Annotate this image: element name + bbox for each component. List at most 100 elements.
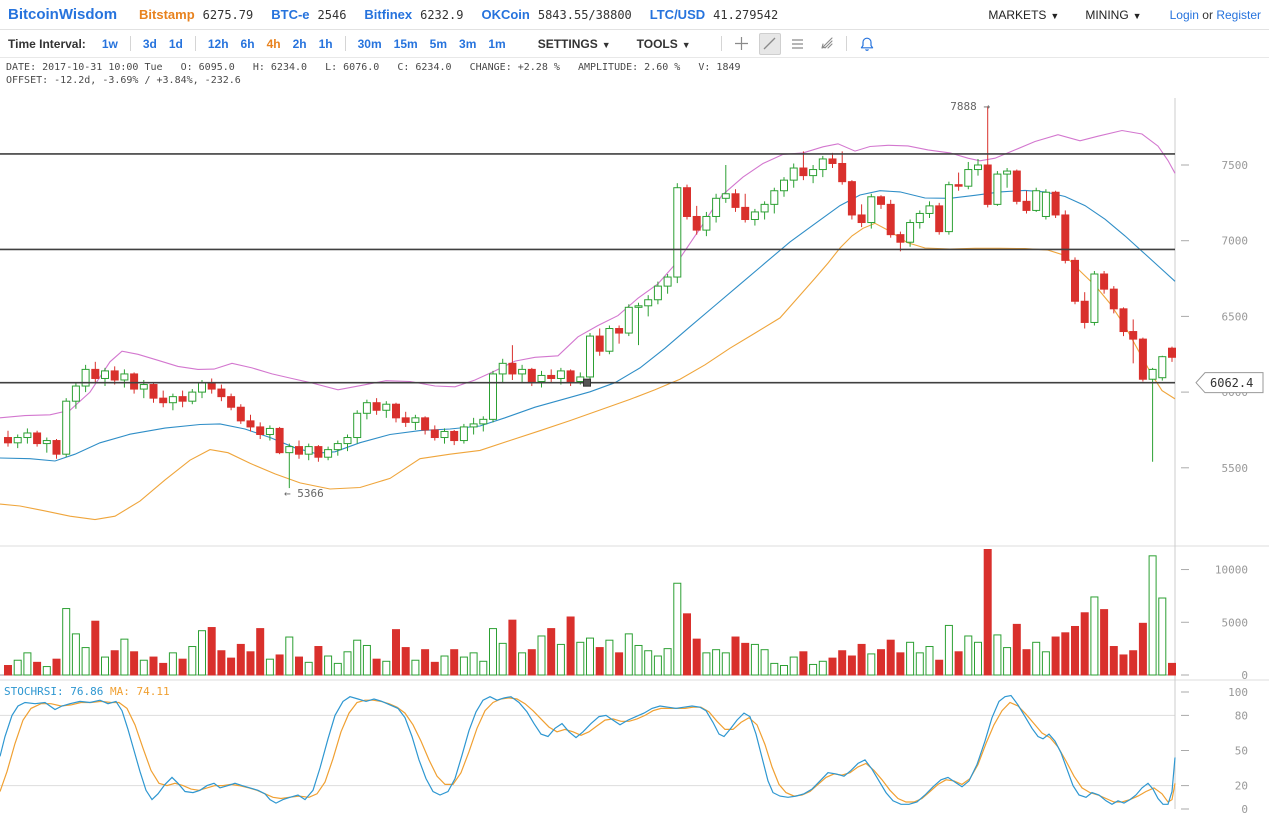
- interval-1h[interactable]: 1h: [318, 36, 333, 51]
- interval-12h[interactable]: 12h: [207, 36, 229, 51]
- volume-bar: [285, 636, 294, 676]
- volume-bar: [915, 652, 924, 676]
- volume-bar: [1090, 596, 1099, 676]
- candle-body: [1071, 259, 1079, 302]
- chart-canvas[interactable]: 7500700065006000550010000500001008050200…: [0, 88, 1269, 818]
- hline-drag-handle[interactable]: [583, 378, 591, 387]
- candle-body: [566, 370, 575, 383]
- volume-bar: [576, 641, 585, 676]
- settings-menu[interactable]: SETTINGS ▼: [537, 36, 611, 51]
- candle-body: [731, 193, 740, 208]
- axis-tick-label: 5000: [1222, 616, 1249, 629]
- candle-body: [721, 193, 730, 199]
- candle-body: [139, 384, 148, 390]
- grid-lines: [0, 98, 1269, 809]
- candle-body: [702, 215, 711, 231]
- candle-body: [353, 412, 362, 439]
- volume-bar: [993, 634, 1002, 676]
- ticker-ltcusd-link[interactable]: LTC/USD: [649, 7, 706, 22]
- interval-1w[interactable]: 1w: [101, 36, 118, 51]
- volume-bar: [925, 646, 934, 676]
- volume-bar: [23, 652, 32, 676]
- candle-body: [867, 196, 876, 224]
- drawn-horizontal-lines[interactable]: 6062.4: [0, 153, 1264, 394]
- ticker-okcoin-link[interactable]: OKCoin: [481, 7, 530, 22]
- ticker-bitstamp-link[interactable]: Bitstamp: [139, 7, 195, 22]
- candle-body: [818, 158, 827, 171]
- interval-3d[interactable]: 3d: [142, 36, 157, 51]
- login-link[interactable]: Login: [1169, 7, 1199, 22]
- candle-body: [450, 430, 459, 442]
- candle-body: [983, 164, 992, 205]
- candle-body: [1003, 170, 1012, 175]
- stochrsi-indicator: [0, 694, 1176, 805]
- ticker-bitfinex-link[interactable]: Bitfinex: [364, 7, 413, 22]
- divider: [720, 36, 722, 51]
- tools-menu[interactable]: TOOLS ▼: [636, 36, 691, 51]
- volume-bar: [440, 655, 449, 676]
- volume-bar: [741, 642, 750, 676]
- interval-3m[interactable]: 3m: [459, 36, 477, 51]
- volume-bar: [110, 650, 119, 676]
- volume-bar: [295, 656, 303, 676]
- axis-tick-label: 50: [1235, 745, 1248, 758]
- horizontal-line-tool-icon[interactable]: [787, 33, 809, 55]
- candle-body: [430, 429, 439, 439]
- interval-2h[interactable]: 2h: [292, 36, 307, 51]
- ticker-btce-link[interactable]: BTC-e: [271, 7, 310, 22]
- candle-body: [974, 164, 982, 171]
- candle-body: [1148, 368, 1157, 380]
- volume-bar: [392, 629, 400, 676]
- arrow-tool-icon[interactable]: [815, 33, 837, 55]
- volume-bar: [556, 643, 565, 676]
- volume-bar: [847, 655, 856, 676]
- axis-tick-label: 7500: [1222, 159, 1249, 172]
- candle-body: [265, 427, 274, 435]
- candle-body: [586, 335, 594, 378]
- interval-5m[interactable]: 5m: [429, 36, 448, 51]
- candle-body: [207, 382, 216, 390]
- markets-menu[interactable]: MARKETS ▼: [988, 7, 1060, 22]
- interval-15m[interactable]: 15m: [393, 36, 418, 51]
- candle-body: [401, 417, 410, 423]
- candle-body: [295, 446, 303, 455]
- volume-bar: [634, 644, 643, 676]
- interval-4h[interactable]: 4h: [266, 36, 281, 51]
- candle-body: [314, 446, 323, 458]
- volume-bar: [1012, 623, 1021, 676]
- candle-body: [789, 167, 798, 181]
- candle-body: [1168, 347, 1176, 358]
- volume-bar: [547, 628, 556, 676]
- mining-menu[interactable]: MINING ▼: [1085, 7, 1142, 22]
- candle-body: [440, 430, 449, 439]
- price-annotation: 7888 →: [950, 100, 990, 113]
- candle-body: [91, 368, 100, 379]
- candle-body: [246, 420, 255, 428]
- candle-body: [1129, 331, 1138, 340]
- ticker-bitfinex-price: 6232.9: [420, 8, 464, 22]
- volume-bar: [799, 651, 808, 676]
- caret-down-icon: ▼: [1132, 10, 1142, 21]
- site-logo[interactable]: BitcoinWisdom: [8, 6, 118, 23]
- crosshair-tool-icon[interactable]: [731, 33, 753, 55]
- interval-1m[interactable]: 1m: [488, 36, 506, 51]
- divider: [344, 36, 346, 51]
- candle-body: [915, 212, 924, 224]
- volume-bar: [101, 656, 109, 676]
- interval-1d[interactable]: 1d: [168, 36, 183, 51]
- candle-body: [459, 426, 468, 442]
- candle-body: [896, 234, 905, 243]
- register-link[interactable]: Register: [1216, 7, 1261, 22]
- candle-body: [275, 427, 284, 454]
- volume-bar: [974, 641, 982, 676]
- volume-bar: [33, 661, 42, 676]
- interval-6h[interactable]: 6h: [240, 36, 255, 51]
- volume-bar: [750, 643, 759, 676]
- candle-body: [130, 373, 139, 390]
- interval-30m[interactable]: 30m: [357, 36, 382, 51]
- volume-bar: [324, 655, 333, 676]
- trendline-tool-icon[interactable]: [758, 32, 781, 55]
- volume-bar: [1100, 609, 1109, 676]
- candle-body: [1119, 308, 1128, 333]
- alert-bell-icon[interactable]: [856, 33, 878, 55]
